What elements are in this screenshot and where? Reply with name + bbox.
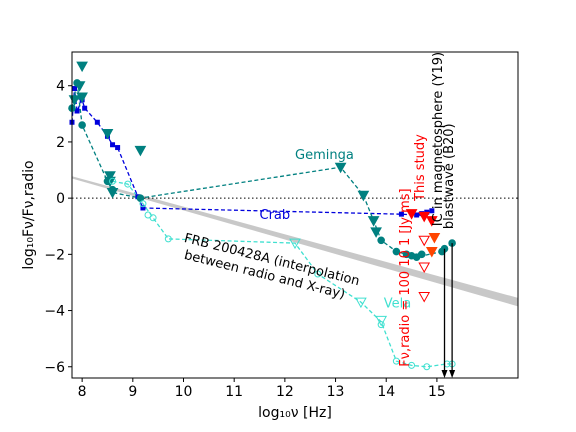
point-geminga [76,92,88,104]
point-geminga [134,145,147,157]
annotation-geminga: Geminga [295,148,354,163]
arrow-head-0 [441,370,448,378]
y-tick-label: 4 [56,79,65,95]
x-tick-label: 9 [128,384,137,400]
point-vela [139,200,147,208]
y-tick-label: 0 [56,191,65,207]
point-vela [392,357,400,365]
point-vela [375,315,388,327]
series-line-crab [71,88,432,216]
annotation-f-radio-100-10-1-jy-ms: Fν,radio = 100 10 1 [Jy ms] [398,188,413,366]
point-crab [72,86,78,92]
point-geminga [357,190,370,202]
point-geminga [108,185,117,194]
x-axis-label: log₁₀ν [Hz] [258,405,332,421]
plot-frame [71,51,519,379]
annotation-ic-in-magnetosphere-y19: IC in magnetosphere (Y19) [431,52,446,226]
point-vela [355,297,367,309]
point-this-study [418,262,431,274]
point-vela [149,214,157,222]
point-geminga [334,162,347,174]
point-this-study [425,247,438,258]
point-vela [377,321,385,329]
x-tick-label: 15 [428,384,446,400]
x-tick-label: 13 [327,384,345,400]
point-geminga [367,216,380,227]
point-vela [124,180,132,188]
x-tick-label: 14 [377,384,395,400]
point-geminga [103,177,112,186]
point-geminga [370,227,382,238]
point-vela [408,361,416,369]
point-geminga [392,247,401,256]
point-this-study [425,216,438,227]
point-geminga [76,61,88,73]
point-crab [414,212,420,218]
point-this-study [418,235,431,247]
point-geminga [417,250,426,259]
point-crab [115,145,121,151]
point-crab [82,105,88,111]
point-vela [289,238,301,250]
annotation-vela: Vela [384,297,411,312]
point-this-study [418,292,431,303]
point-vela [109,177,117,185]
point-geminga [78,121,86,129]
point-crab [398,211,404,217]
point-geminga [377,236,385,245]
annotation-blastwave-b20: blastwave (B20) [442,123,457,229]
point-crab [74,108,80,114]
x-tick-label: 10 [175,384,193,400]
y-axis-label: log₁₀Fν/Fν,radio [21,160,37,269]
x-tick-label: 11 [225,384,243,400]
arrow-head-1 [449,370,456,378]
annotation-crab: Crab [260,208,291,223]
y-tick-label: 2 [56,135,65,151]
point-this-study [428,233,441,244]
point-crab [429,208,435,214]
point-crab [110,142,116,148]
point-this-study [405,209,418,220]
point-crab [94,119,100,125]
x-tick-label: 12 [276,384,294,400]
y-tick-label: −2 [44,247,65,263]
plot-background [72,52,518,378]
x-tick-label: 8 [78,384,87,400]
point-geminga [104,171,116,182]
annotation-this-study: This study [413,134,428,202]
y-tick-label: −4 [44,304,65,320]
point-vela [314,270,322,278]
point-crab [140,205,146,211]
point-vela [423,363,431,371]
point-vela [164,235,172,243]
y-tick-label: −6 [44,360,65,376]
point-geminga [101,129,114,140]
point-geminga [73,79,81,87]
